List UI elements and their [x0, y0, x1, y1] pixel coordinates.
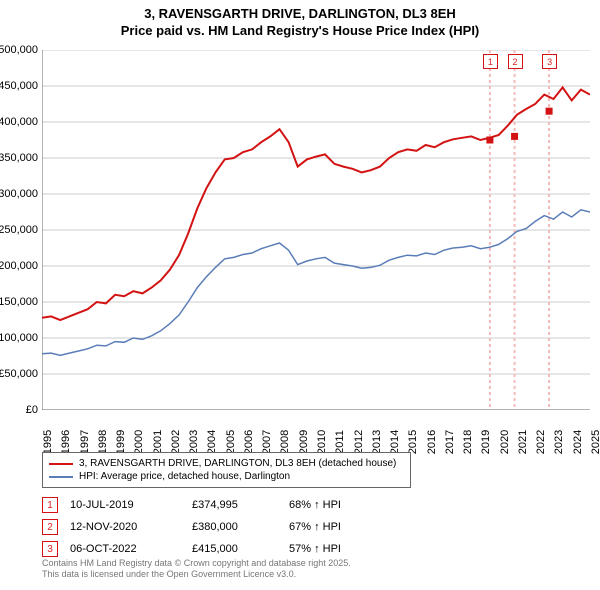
chart-title: 3, RAVENSGARTH DRIVE, DARLINGTON, DL3 8E…: [0, 0, 600, 40]
x-tick-label: 2004: [206, 430, 218, 454]
sale-date: 10-JUL-2019: [70, 499, 180, 511]
x-tick-label: 2023: [553, 430, 565, 454]
sale-price: £374,995: [192, 499, 277, 511]
sale-row: 1 10-JUL-2019 £374,995 68% ↑ HPI: [42, 494, 522, 516]
legend-label: HPI: Average price, detached house, Darl…: [79, 471, 290, 482]
x-tick-label: 2019: [480, 430, 492, 454]
x-tick-label: 2008: [279, 430, 291, 454]
x-tick-label: 2005: [225, 430, 237, 454]
sale-row: 2 12-NOV-2020 £380,000 67% ↑ HPI: [42, 516, 522, 538]
x-tick-label: 1995: [42, 430, 54, 454]
x-tick-label: 2016: [426, 430, 438, 454]
x-tick-label: 1996: [60, 430, 72, 454]
y-tick-label: £100,000: [0, 332, 38, 344]
y-tick-label: £150,000: [0, 296, 38, 308]
x-tick-label: 2022: [535, 430, 547, 454]
x-tick-label: 2013: [371, 430, 383, 454]
sale-date: 06-OCT-2022: [70, 543, 180, 555]
x-tick-label: 2009: [298, 430, 310, 454]
y-tick-label: £0: [26, 404, 38, 416]
x-tick-label: 2001: [152, 430, 164, 454]
y-tick-label: £450,000: [0, 80, 38, 92]
x-tick-label: 2021: [517, 430, 529, 454]
x-tick-label: 2000: [133, 430, 145, 454]
x-tick-label: 2020: [499, 430, 511, 454]
sale-pct: 57% ↑ HPI: [289, 543, 379, 555]
title-line1: 3, RAVENSGARTH DRIVE, DARLINGTON, DL3 8E…: [0, 6, 600, 23]
legend-swatch: [49, 463, 73, 465]
x-tick-label: 2017: [444, 430, 456, 454]
x-tick-label: 2015: [407, 430, 419, 454]
sale-price: £415,000: [192, 543, 277, 555]
sale-date: 12-NOV-2020: [70, 521, 180, 533]
chart-plot-area: 123: [42, 50, 590, 410]
x-tick-label: 1997: [79, 430, 91, 454]
x-tick-label: 2007: [261, 430, 273, 454]
y-tick-label: £400,000: [0, 116, 38, 128]
sale-marker-icon: 3: [42, 541, 58, 557]
x-tick-label: 2024: [572, 430, 584, 454]
x-tick-label: 2018: [462, 430, 474, 454]
footer-line1: Contains HM Land Registry data © Crown c…: [42, 558, 351, 569]
y-tick-label: £250,000: [0, 224, 38, 236]
y-tick-label: £350,000: [0, 152, 38, 164]
legend: 3, RAVENSGARTH DRIVE, DARLINGTON, DL3 8E…: [42, 452, 411, 488]
x-tick-label: 1998: [97, 430, 109, 454]
sale-marker-icon: 2: [42, 519, 58, 535]
sale-marker-icon: 1: [42, 497, 58, 513]
x-axis: 1995 1996 1997 1998 1999 2000 2001 2002 2003 2004…: [42, 412, 590, 452]
legend-item: HPI: Average price, detached house, Darl…: [49, 470, 404, 483]
title-line2: Price paid vs. HM Land Registry's House …: [0, 23, 600, 40]
x-tick-label: 2011: [334, 430, 346, 454]
sale-row: 3 06-OCT-2022 £415,000 57% ↑ HPI: [42, 538, 522, 560]
y-tick-label: £50,000: [0, 368, 38, 380]
x-tick-label: 2012: [353, 430, 365, 454]
sale-pct: 68% ↑ HPI: [289, 499, 379, 511]
x-tick-label: 2003: [188, 430, 200, 454]
footer: Contains HM Land Registry data © Crown c…: [42, 558, 351, 581]
y-axis: £0£50,000£100,000£150,000£200,000£250,00…: [0, 50, 40, 410]
sale-pct: 67% ↑ HPI: [289, 521, 379, 533]
x-tick-label: 2006: [243, 430, 255, 454]
chart-svg: [42, 50, 590, 410]
y-tick-label: £200,000: [0, 260, 38, 272]
legend-label: 3, RAVENSGARTH DRIVE, DARLINGTON, DL3 8E…: [79, 458, 396, 469]
y-tick-label: £500,000: [0, 44, 38, 56]
legend-swatch: [49, 476, 73, 478]
x-tick-label: 1999: [115, 430, 127, 454]
sales-table: 1 10-JUL-2019 £374,995 68% ↑ HPI 2 12-NOV-202…: [42, 494, 522, 560]
x-tick-label: 2010: [316, 430, 328, 454]
x-tick-label: 2025: [590, 430, 600, 454]
y-tick-label: £300,000: [0, 188, 38, 200]
x-tick-label: 2014: [389, 430, 401, 454]
x-tick-label: 2002: [170, 430, 182, 454]
sale-price: £380,000: [192, 521, 277, 533]
footer-line2: This data is licensed under the Open Gov…: [42, 569, 351, 580]
legend-item: 3, RAVENSGARTH DRIVE, DARLINGTON, DL3 8E…: [49, 457, 404, 470]
